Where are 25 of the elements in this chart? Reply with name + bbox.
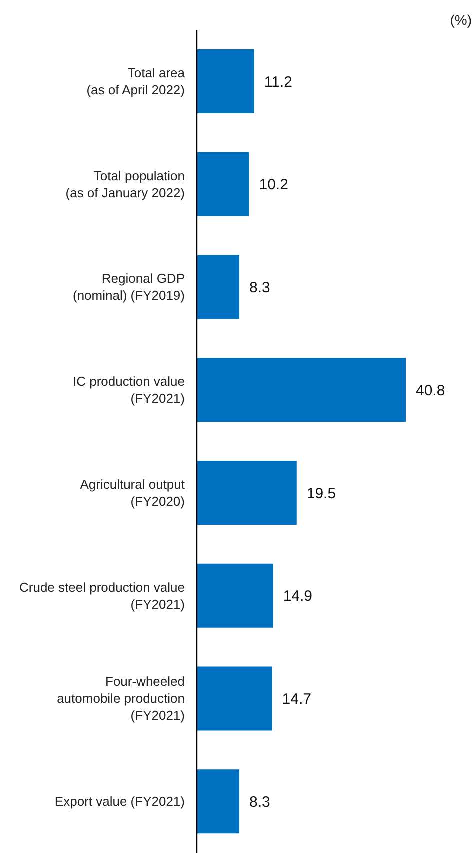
data-label: 8.3 (250, 794, 270, 811)
data-label: 19.5 (306, 485, 336, 502)
bar (197, 152, 250, 216)
data-label: 11.2 (264, 74, 292, 91)
bar (197, 461, 297, 526)
data-label: 14.7 (282, 691, 312, 708)
bar (197, 358, 406, 422)
y-tick-label: Regional GDP (nominal) (FY2019) (73, 271, 185, 304)
y-tick-label: Total population (as of January 2022) (66, 168, 185, 200)
y-tick-label: Crude steel production value (FY2021) (20, 580, 185, 612)
data-label: 8.3 (250, 280, 270, 297)
x-axis-title: (%) (450, 12, 472, 28)
data-label: 10.2 (259, 176, 288, 194)
y-tick-label: Export value (FY2021) (54, 794, 185, 810)
y-tick-label: Four-wheeled automobile production (FY2021) (57, 674, 185, 724)
y-tick-label: IC production value (FY2021) (72, 374, 185, 406)
y-tick-label: Total area (as of April 2022) (86, 65, 186, 98)
bar (197, 770, 240, 834)
data-label: 14.9 (283, 588, 313, 606)
bar (197, 255, 240, 320)
data-label: 40.8 (416, 382, 446, 400)
bar (197, 666, 272, 731)
y-tick-label: Agricultural output (FY2020) (80, 476, 186, 509)
bar (197, 564, 274, 628)
bar (197, 50, 254, 114)
